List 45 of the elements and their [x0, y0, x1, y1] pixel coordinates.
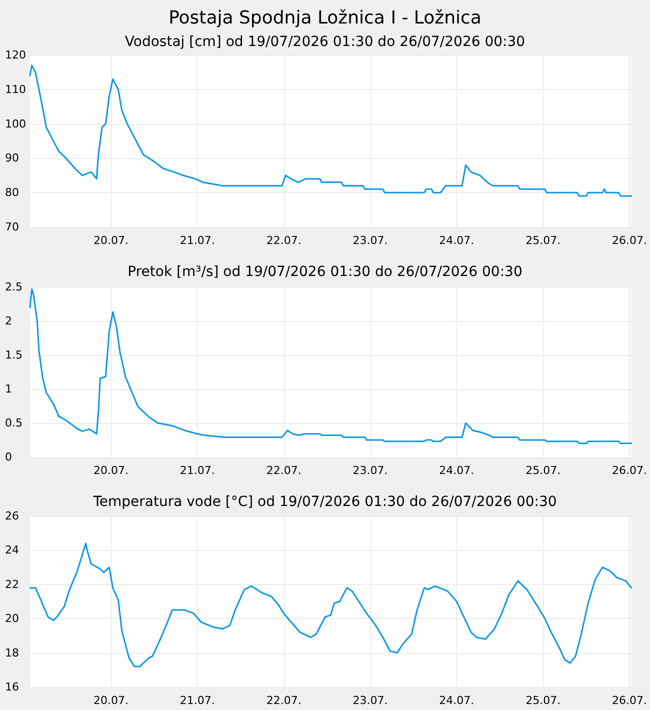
chart-subtitle: Pretok [m³/s] od 19/07/2026 01:30 do 26/07/2026 00:30: [128, 264, 522, 280]
y-tick-label: 0.5: [5, 416, 22, 430]
y-tick-label: 90: [5, 152, 19, 165]
chart-subtitle: Temperatura vode [°C] od 19/07/2026 01:30 do 26/07/2026 00:30: [92, 494, 557, 510]
y-tick-label: 70: [5, 220, 19, 234]
x-tick-label: 23.07.: [352, 464, 388, 477]
y-tick-label: 120: [5, 48, 26, 62]
x-tick-label: 25.07.: [526, 234, 561, 247]
x-tick-label: 22.07.: [266, 464, 302, 477]
y-tick-label: 110: [5, 82, 26, 96]
y-tick-label: 80: [5, 186, 19, 200]
x-tick-label: 21.07.: [180, 694, 215, 707]
y-tick-label: 1.5: [5, 348, 22, 362]
x-tick-label: 22.07.: [266, 694, 302, 707]
y-tick-label: 20: [5, 612, 19, 626]
y-tick-label: 16: [5, 680, 19, 694]
x-tick-label: 25.07.: [526, 694, 561, 707]
y-tick-label: 24: [5, 544, 19, 557]
y-tick-label: 1: [5, 382, 12, 396]
line-series: [29, 542, 632, 668]
y-tick-label: 22: [5, 578, 19, 591]
y-tick-label: 2.5: [5, 280, 22, 294]
x-tick-label: 26.07.: [612, 234, 648, 247]
x-tick-label: 20.07.: [94, 234, 129, 247]
x-tick-label: 24.07.: [439, 234, 474, 247]
x-tick-label: 20.07.: [94, 694, 129, 707]
chart-subtitle: Vodostaj [cm] od 19/07/2026 01:30 do 26/07/2026 00:30: [124, 34, 526, 50]
y-tick-label: 18: [5, 646, 19, 660]
x-tick-label: 26.07.: [612, 694, 648, 707]
y-tick-label: 100: [5, 117, 26, 130]
x-tick-label: 25.07.: [526, 464, 561, 477]
x-tick-label: 21.07.: [180, 464, 215, 477]
chart-title: Postaja Spodnja Ložnica I - Ložnica: [168, 8, 482, 28]
line-series: [29, 64, 632, 197]
x-tick-label: 23.07.: [352, 694, 388, 707]
y-tick-label: 0: [5, 450, 12, 464]
x-tick-label: 26.07.: [612, 464, 648, 477]
x-tick-label: 22.07.: [266, 234, 302, 247]
x-tick-label: 24.07.: [439, 694, 474, 707]
x-tick-label: 23.07.: [352, 234, 388, 247]
y-tick-label: 26: [5, 510, 19, 522]
y-tick-label: 2: [5, 314, 12, 328]
x-tick-label: 21.07.: [180, 234, 215, 247]
x-tick-label: 20.07.: [94, 464, 129, 477]
x-tick-label: 24.07.: [439, 464, 474, 477]
